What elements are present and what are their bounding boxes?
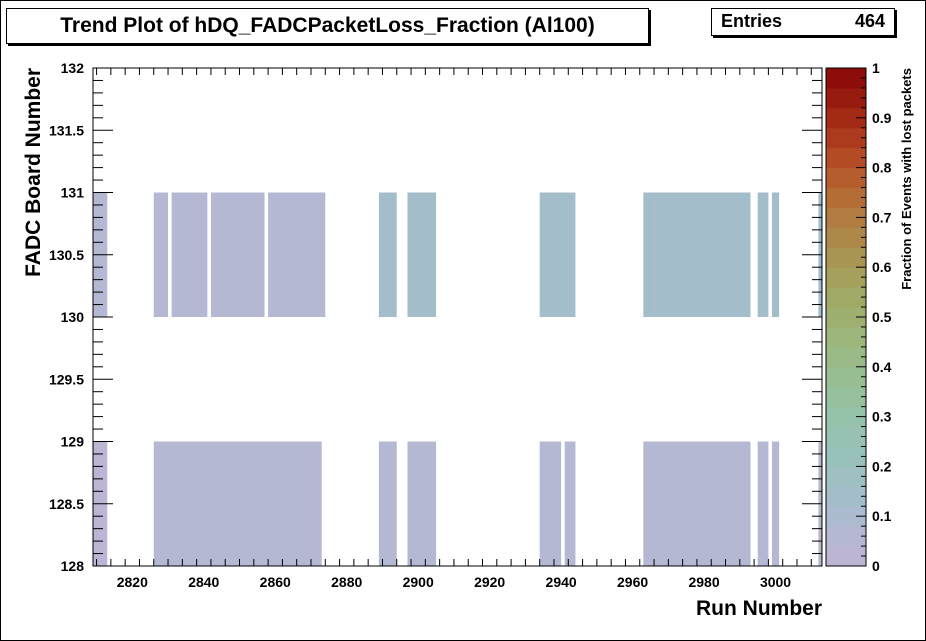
- canvas-border-left: [0, 0, 1, 641]
- y-tick-label: 129.5: [49, 371, 84, 387]
- palette-swatch: [826, 207, 866, 228]
- y-tick-label: 130: [61, 309, 85, 325]
- x-tick-label: 2940: [546, 574, 577, 590]
- x-tick-label: 2860: [260, 574, 291, 590]
- palette-swatch: [826, 167, 866, 189]
- heatmap-cell: [171, 192, 208, 317]
- heatmap-cell: [757, 441, 769, 566]
- palette-swatch: [826, 546, 866, 567]
- color-palette: 0 0.1 0.2 0.3 0.4 0.5 0.6 0.7 0.8 0.9 1: [825, 60, 892, 574]
- heatmap-cell: [268, 192, 326, 317]
- x-axis-label: Run Number: [696, 597, 822, 620]
- heatmap-cell: [407, 192, 437, 317]
- x-tick-label: 2840: [188, 574, 219, 590]
- palette-tick-label: 0.3: [872, 409, 892, 425]
- stats-entries-value: 464: [854, 11, 885, 31]
- palette-swatch: [826, 446, 866, 467]
- palette-tick-label: 0.6: [872, 259, 892, 275]
- palette-tick-label: 0.8: [872, 160, 892, 176]
- x-tick-label: 2880: [331, 574, 362, 590]
- y-tick-label: 132: [61, 60, 85, 76]
- palette-swatch: [826, 247, 866, 268]
- palette-swatch: [826, 526, 866, 547]
- palette-swatch: [826, 366, 866, 388]
- heatmap-cell: [407, 441, 437, 566]
- heatmap-cells: [93, 192, 822, 566]
- x-tick-label: 2980: [688, 574, 719, 590]
- palette-swatch: [826, 426, 866, 447]
- canvas-border-top: [0, 0, 926, 1]
- heatmap-cell: [153, 192, 169, 317]
- y-axis-label: FADC Board Number: [22, 68, 45, 277]
- x-tick-label: 3000: [760, 574, 791, 590]
- heatmap-cell: [757, 192, 769, 317]
- y-tick-label: 130.5: [49, 247, 84, 263]
- palette-tick-label: 0.1: [872, 508, 892, 524]
- heatmap-cell: [378, 441, 397, 566]
- heatmap-cell: [539, 192, 576, 317]
- stats-box: Entries 464: [711, 8, 895, 36]
- x-tick-label: 2920: [474, 574, 505, 590]
- palette-tick-label: 1: [872, 60, 880, 76]
- palette-tick-label: 0: [872, 558, 880, 574]
- palette-swatch: [826, 68, 866, 89]
- palette-swatch: [826, 107, 866, 129]
- palette-swatch: [826, 227, 866, 248]
- y-tick-label: 131.5: [49, 122, 84, 138]
- stats-entries-label: Entries: [721, 11, 783, 31]
- palette-swatch: [826, 346, 866, 368]
- heatmap-cell: [643, 192, 655, 317]
- heatmap-cell: [210, 192, 265, 317]
- chart-title: Trend Plot of hDQ_FADCPacketLoss_Fractio…: [60, 14, 595, 37]
- palette-axis-label: Fraction of Events with lost packets: [899, 68, 914, 290]
- x-axis: 2820 2840 2860 2880 2900 2920 2940 2960 2980 3000: [96, 68, 812, 590]
- palette-tick-label: 0.5: [872, 309, 892, 325]
- heatmap-cell: [539, 441, 562, 566]
- x-tick-label: 2960: [617, 574, 648, 590]
- palette-tick-label: 0.4: [872, 359, 892, 375]
- heatmap-cell: [564, 441, 576, 566]
- palette-tick-label: 0.9: [872, 110, 892, 126]
- palette-swatch: [826, 267, 866, 288]
- palette-swatch: [826, 406, 866, 428]
- palette-swatch: [826, 466, 866, 487]
- heatmap-cell: [771, 441, 780, 566]
- palette-swatch: [826, 486, 866, 507]
- heatmap-cell: [153, 441, 322, 566]
- heatmap-cell: [654, 192, 751, 317]
- palette-swatch: [826, 287, 866, 308]
- palette-tick-label: 0.2: [872, 458, 892, 474]
- heatmap-cell: [643, 441, 751, 566]
- palette-swatch: [826, 187, 866, 208]
- palette-swatch: [826, 326, 866, 348]
- chart-title-box: Trend Plot of hDQ_FADCPacketLoss_Fractio…: [6, 8, 649, 44]
- palette-swatch: [826, 147, 866, 169]
- x-tick-label: 2820: [117, 574, 148, 590]
- y-tick-label: 129: [61, 434, 85, 450]
- palette-swatch: [826, 506, 866, 527]
- y-tick-label: 128.5: [49, 496, 84, 512]
- palette-swatch: [826, 386, 866, 408]
- y-tick-label: 128: [61, 558, 85, 574]
- heatmap-cell: [771, 192, 780, 317]
- palette-swatch: [826, 307, 866, 328]
- x-tick-label: 2900: [403, 574, 434, 590]
- y-tick-label: 131: [61, 185, 85, 201]
- palette-swatch: [826, 87, 866, 109]
- palette-tick-label: 0.7: [872, 209, 892, 225]
- y-axis: 128 128.5 129 129.5 130 130.5 131 131.5 132: [49, 60, 822, 574]
- palette-swatch: [826, 127, 866, 149]
- heatmap-cell: [378, 192, 397, 317]
